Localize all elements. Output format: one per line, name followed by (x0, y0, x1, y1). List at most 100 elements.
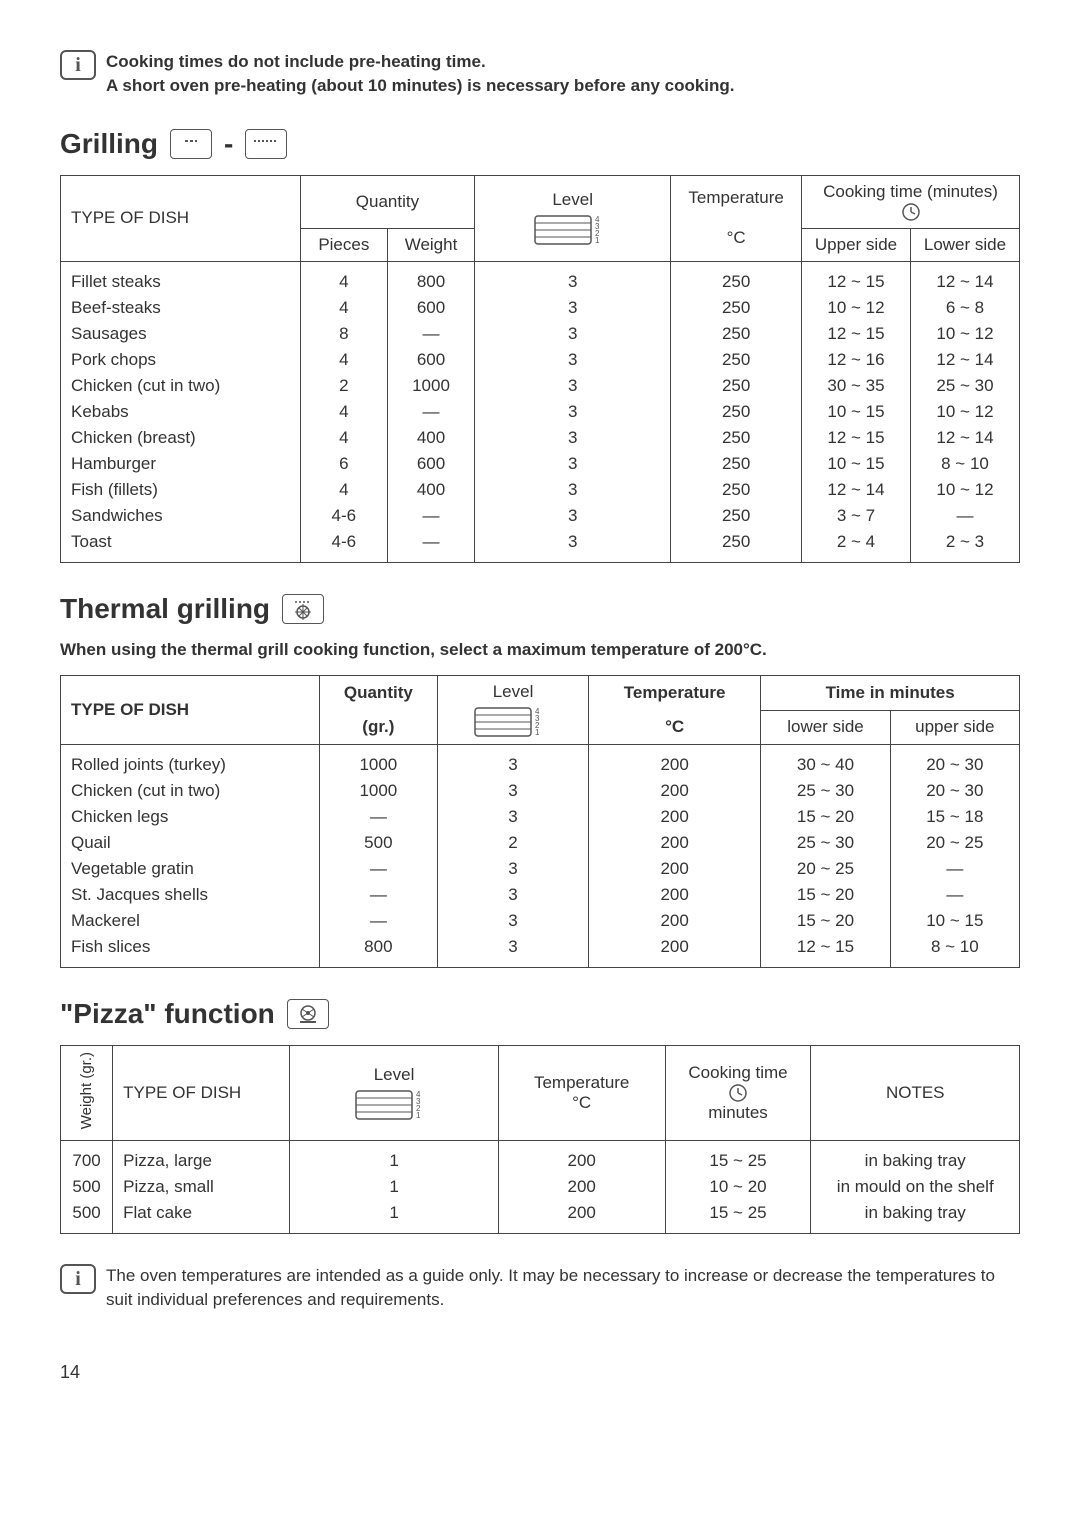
cell-temp: 200 (498, 1141, 665, 1175)
cell-upper: 2 ~ 4 (802, 529, 911, 563)
cell-weight: 600 (387, 295, 474, 321)
cell-upper: — (890, 882, 1019, 908)
cell-temp: 200 (588, 745, 760, 779)
cell-level: 3 (438, 934, 589, 968)
cell-pieces: 4 (300, 425, 387, 451)
level-label: Level (552, 190, 593, 209)
th-qty: Quantity (319, 676, 438, 711)
cell-level: 3 (475, 373, 671, 399)
th-weight: Weight (387, 229, 474, 262)
table-row: Pork chops 4 600 3 250 12 ~ 16 12 ~ 14 (61, 347, 1020, 373)
table-row: Toast 4-6 — 3 250 2 ~ 4 2 ~ 3 (61, 529, 1020, 563)
cell-lower: 2 ~ 3 (910, 529, 1019, 563)
cell-dish: St. Jacques shells (61, 882, 320, 908)
cell-dish: Chicken (cut in two) (61, 778, 320, 804)
cell-dish: Fish slices (61, 934, 320, 968)
cell-notes: in baking tray (811, 1141, 1020, 1175)
table-row: Fish slices 800 3 200 12 ~ 15 8 ~ 10 (61, 934, 1020, 968)
table-row: Quail 500 2 200 25 ~ 30 20 ~ 25 (61, 830, 1020, 856)
oven-level-icon: 4321 (473, 702, 553, 738)
cell-level: 3 (438, 778, 589, 804)
cell-temp: 250 (671, 399, 802, 425)
grilling-table: TYPE OF DISH Quantity Level 4321 Tempera… (60, 175, 1020, 564)
cell-lower: 12 ~ 15 (761, 934, 890, 968)
cell-weight: — (387, 321, 474, 347)
cell-upper: 15 ~ 18 (890, 804, 1019, 830)
cell-temp: 250 (671, 503, 802, 529)
th-level: Level 4321 (475, 175, 671, 262)
cell-temp: 250 (671, 477, 802, 503)
cell-qty: — (319, 804, 438, 830)
cell-upper: 10 ~ 12 (802, 295, 911, 321)
th-temp-unit: °C (588, 710, 760, 745)
cell-weight: — (387, 503, 474, 529)
cell-pieces: 4 (300, 477, 387, 503)
cell-upper: 10 ~ 15 (802, 399, 911, 425)
cell-temp: 250 (671, 347, 802, 373)
cell-level: 3 (475, 262, 671, 296)
cell-weight: 700 (61, 1141, 113, 1175)
cell-level: 3 (438, 856, 589, 882)
cell-upper: 12 ~ 15 (802, 425, 911, 451)
table-row: Hamburger 6 600 3 250 10 ~ 15 8 ~ 10 (61, 451, 1020, 477)
cell-weight: 1000 (387, 373, 474, 399)
pizza-heading: "Pizza" function (60, 998, 1020, 1030)
cell-upper: 30 ~ 35 (802, 373, 911, 399)
cell-qty: 1000 (319, 778, 438, 804)
cell-lower: 25 ~ 30 (761, 778, 890, 804)
pizza-title: "Pizza" function (60, 998, 275, 1030)
cell-lower: 10 ~ 12 (910, 399, 1019, 425)
table-row: Vegetable gratin — 3 200 20 ~ 25 — (61, 856, 1020, 882)
cell-lower: 12 ~ 14 (910, 425, 1019, 451)
cell-upper: 12 ~ 16 (802, 347, 911, 373)
cell-qty: — (319, 856, 438, 882)
table-row: Rolled joints (turkey) 1000 3 200 30 ~ 4… (61, 745, 1020, 779)
cell-lower: 30 ~ 40 (761, 745, 890, 779)
cell-temp: 250 (671, 262, 802, 296)
table-row: Chicken (cut in two) 2 1000 3 250 30 ~ 3… (61, 373, 1020, 399)
cell-qty: 800 (319, 934, 438, 968)
cell-lower: 12 ~ 14 (910, 347, 1019, 373)
time-unit: minutes (708, 1103, 768, 1122)
cell-temp: 250 (671, 425, 802, 451)
info-text-2: The oven temperatures are intended as a … (106, 1264, 1020, 1312)
cell-level: 3 (475, 451, 671, 477)
cell-lower: 15 ~ 20 (761, 804, 890, 830)
cell-temp: 200 (588, 804, 760, 830)
info-note-1: i Cooking times do not include pre-heati… (60, 50, 1020, 98)
cell-dish: Pork chops (61, 347, 301, 373)
cell-dish: Rolled joints (turkey) (61, 745, 320, 779)
info1-line1: Cooking times do not include pre-heating… (106, 52, 486, 71)
cell-dish: Sausages (61, 321, 301, 347)
th-quantity: Quantity (300, 175, 474, 229)
cell-level: 3 (475, 503, 671, 529)
cell-upper: 12 ~ 14 (802, 477, 911, 503)
cell-dish: Vegetable gratin (61, 856, 320, 882)
cell-weight: — (387, 529, 474, 563)
clock-icon (728, 1083, 748, 1103)
cell-temp: 250 (671, 451, 802, 477)
table-row: Sandwiches 4-6 — 3 250 3 ~ 7 — (61, 503, 1020, 529)
cell-weight: 800 (387, 262, 474, 296)
th-time: Time in minutes (761, 676, 1020, 711)
cell-level: 1 (290, 1200, 498, 1234)
cell-dish: Quail (61, 830, 320, 856)
cell-upper: 20 ~ 30 (890, 745, 1019, 779)
table-row: Chicken (breast) 4 400 3 250 12 ~ 15 12 … (61, 425, 1020, 451)
temp-unit: °C (727, 228, 746, 247)
cell-pieces: 8 (300, 321, 387, 347)
th-weight: Weight (gr.) (61, 1046, 113, 1141)
cell-level: 1 (290, 1141, 498, 1175)
cell-weight: — (387, 399, 474, 425)
svg-text:1: 1 (595, 236, 600, 245)
th-type: TYPE OF DISH (113, 1046, 290, 1141)
oven-level-icon: 4321 (533, 210, 613, 246)
cell-pieces: 4 (300, 347, 387, 373)
cell-temp: 250 (671, 529, 802, 563)
cell-upper: 10 ~ 15 (890, 908, 1019, 934)
cell-temp: 200 (588, 778, 760, 804)
cell-time: 15 ~ 25 (665, 1141, 811, 1175)
th-notes: NOTES (811, 1046, 1020, 1141)
info1-line2: A short oven pre-heating (about 10 minut… (106, 76, 735, 95)
table-row: Mackerel — 3 200 15 ~ 20 10 ~ 15 (61, 908, 1020, 934)
